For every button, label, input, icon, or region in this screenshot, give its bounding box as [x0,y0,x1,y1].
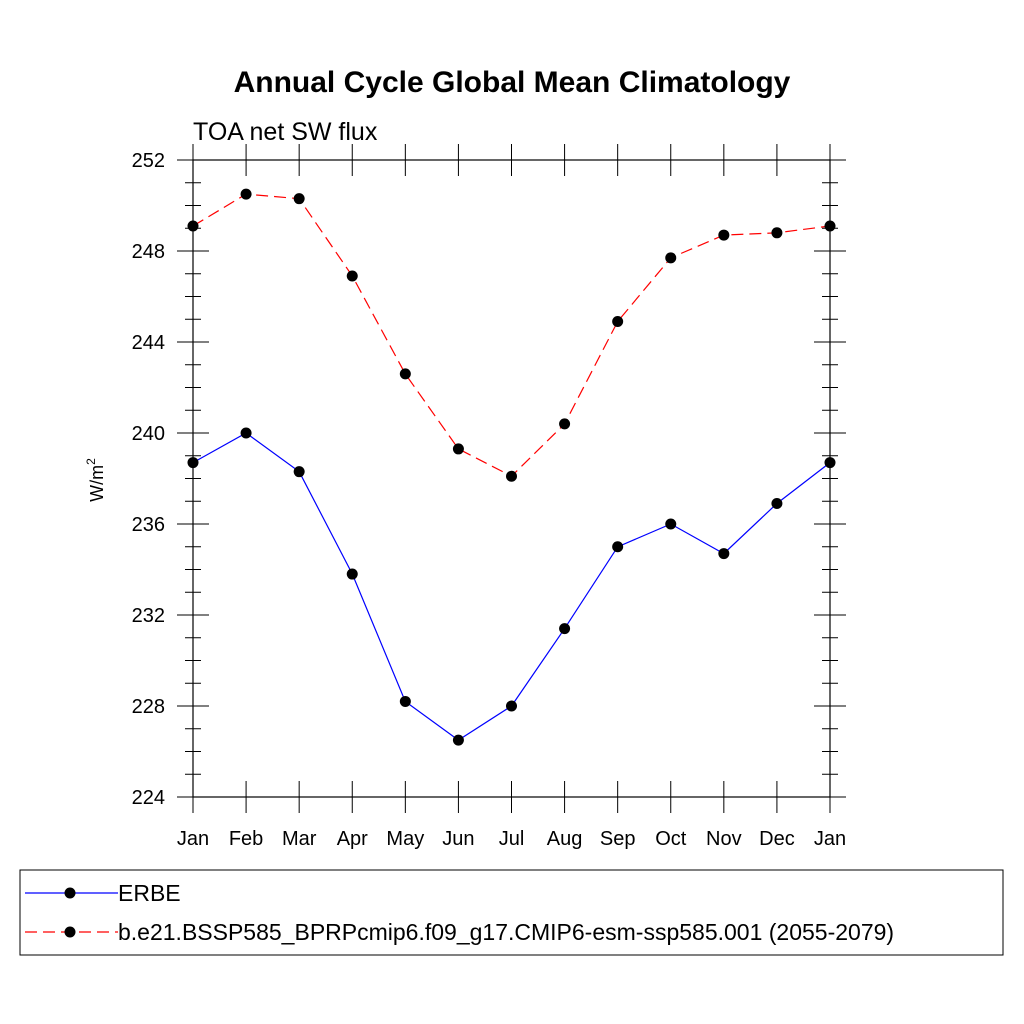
series-0-point [559,623,571,635]
series-0-point [346,568,358,580]
x-tick-label: May [386,828,424,850]
series-0-point [771,498,783,510]
series-0-point [718,548,730,560]
series-1-point [187,220,199,232]
y-axis-label-superscript: 2 [84,458,98,465]
x-tick-label: Oct [655,828,687,850]
y-tick-label: 224 [132,787,165,809]
series-1-point [346,270,358,282]
series-1-point [612,316,624,328]
series-0-point [612,541,624,553]
series-0-point [506,700,517,712]
x-tick-label: Dec [759,828,795,850]
series-line-1 [192,193,831,477]
chart-title: Annual Cycle Global Mean Climatology [234,66,791,99]
y-tick-label: 248 [132,241,165,263]
axis-ticks [177,144,846,813]
series-1-point [771,227,783,239]
x-tick-label: Jan [177,828,209,850]
series-1-point [559,418,571,430]
series-0-point [187,457,199,469]
series-1-point [824,220,836,232]
x-tick-label: Jan [814,828,846,850]
legend-marker-1 [64,926,76,938]
series-layer [187,188,836,746]
series-1-point [665,252,677,264]
legend: ERBE b.e21.BSSP585_BPRPcmip6.f09_g17.CMIP… [19,869,1004,956]
y-tick-label: 232 [132,605,165,627]
x-tick-label: Nov [706,828,742,850]
series-1-point [293,193,305,205]
series-0-point [293,466,305,478]
x-tick-label: Apr [337,828,368,850]
x-tick-label: Jun [442,828,474,850]
legend-marker-0 [64,887,76,899]
y-axis-label-text: W/m [87,465,107,502]
series-0-point [824,457,836,469]
series-0-point [452,734,464,746]
legend-label-1: b.e21.BSSP585_BPRPcmip6.f09_g17.CMIP6-es… [118,919,894,945]
y-tick-label: 252 [132,150,165,172]
series-1-point [718,229,730,241]
series-0-point [399,695,411,707]
y-axis-label: W/m2 [84,458,107,502]
x-tick-label: Jul [499,828,525,850]
x-tick-labels: Jan Feb Mar Apr May Jun Jul Aug Sep Oct Nov Dec Jan [177,828,846,850]
legend-box [19,869,1004,956]
x-tick-label: Mar [282,828,317,850]
legend-label-0: ERBE [118,880,181,906]
series-1-point [452,443,464,455]
x-tick-label: Feb [229,828,263,850]
series-1-point [399,368,411,380]
y-tick-labels: 224 228 232 236 240 244 248 252 [132,150,165,809]
x-tick-label: Sep [600,828,636,850]
y-tick-label: 244 [132,332,165,354]
y-tick-label: 240 [132,423,165,445]
y-tick-label: 236 [132,514,165,536]
x-tick-label: Aug [547,828,583,850]
series-0-point [665,518,677,530]
chart-subtitle: TOA net SW flux [193,118,378,146]
series-1-point [240,188,252,200]
series-1-point [506,470,517,482]
series-0-point [240,427,252,439]
y-tick-label: 228 [132,696,165,718]
